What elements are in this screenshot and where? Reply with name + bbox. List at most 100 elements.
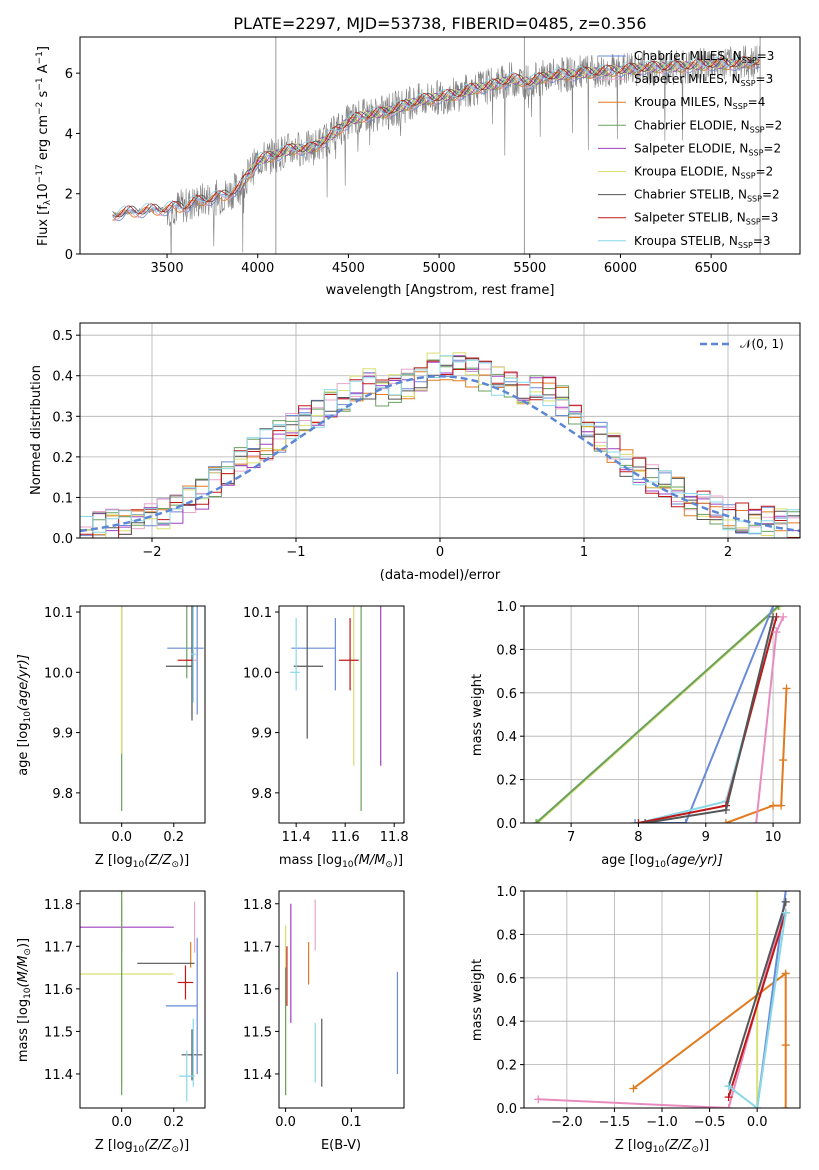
y-tick-label: 0.6 [496,687,517,702]
y-tick-label: 9.8 [52,787,73,802]
mass-weight-marker-kroupa_elodie [775,606,784,610]
mass-weight-marker-kroupa_miles [779,756,788,765]
z-mass-ylabel: mass [log10(M/M⊙)] [16,938,33,1062]
model-line-chabrier_stelib [112,56,760,218]
ebv-mass-axes-frame [278,890,405,1109]
y-tick-label: 10.0 [243,666,272,681]
ebv-mass-panel: 0.0 0.1 11.4 11.5 11.6 11.7 11.8 E(B-V) [243,890,405,1153]
legend-label-salpeter_stelib: Salpeter STELIB, NSSP=3 [634,211,778,227]
mass-weight-marker-kroupa_miles [782,684,791,693]
mass-weight-line-kroupa_miles [632,971,787,1108]
mass-weight-marker-kroupa_miles [777,801,786,810]
y-tick-label: 1.0 [496,600,517,615]
x-tick-label: 5500 [513,261,546,276]
y-tick-label: 0.8 [496,643,517,658]
x-tick-label: 0.1 [341,1115,362,1130]
z-massweight-ylabel: mass weight [470,959,485,1041]
x-tick-label: −1.5 [599,1115,631,1130]
model-line-salpeter_miles [112,59,761,222]
y-tick-label: 0.0 [496,1102,517,1117]
mass-weight-marker-salpeter_stelib [724,1093,733,1102]
x-tick-label: −2 [142,545,161,560]
x-tick-label: 0.2 [163,830,184,845]
model-line-chabrier_elodie [239,57,760,190]
y-tick-label: 0.4 [496,730,517,745]
ebv-mass-xlabel: E(B-V) [321,1138,361,1153]
x-tick-label: 2 [724,545,732,560]
mass-weight-marker-chabrier_elodie [532,819,541,823]
legend-label-chabrier_stelib: Chabrier STELIB, NSSP=2 [634,188,780,204]
mass-weight-marker-salpeter_stelib [634,819,643,823]
x-tick-label: 0.0 [111,1115,132,1130]
mass-weight-line-chabrier_miles [635,606,775,823]
mass-weight-line-chabrier_stelib [727,901,787,1087]
y-tick-label: 9.8 [251,787,272,802]
x-tick-label: 11.6 [331,830,360,845]
z-mass-panel: 0.0 0.2 11.4 11.5 11.6 11.7 11.8 Z [log10(Z/Z⊙… [16,890,206,1155]
x-tick-label: 5000 [423,261,456,276]
spectrum-axes-frame [79,36,801,255]
y-tick-label: 0.5 [52,329,73,344]
mass-weight-marker-mw_pink [779,612,788,621]
x-tick-label: 7 [567,830,575,845]
y-tick-label: 10.1 [243,606,272,621]
mass-weight-line-salpeter_stelib [727,912,787,1098]
age-massweight-ylabel: mass weight [470,674,485,756]
x-tick-label: 0.0 [111,830,132,845]
y-tick-label: 0.6 [496,972,517,987]
y-tick-label: 4 [65,127,73,142]
mass-weight-line-mw_pink [538,901,787,1108]
y-tick-label: 10.1 [44,606,73,621]
y-tick-label: 0.0 [52,532,73,547]
mass-weight-marker-kroupa_miles [629,1084,638,1093]
x-tick-label: 8 [634,830,642,845]
y-tick-label: 2 [65,188,73,203]
z-age-xlabel: Z [log10(Z/Z⊙)] [95,853,189,870]
x-tick-label: 0.0 [747,1115,768,1130]
y-tick-label: 11.5 [44,1025,73,1040]
spectrum-legend: Chabrier MILES, NSSP=3 Salpeter MILES, NS… [598,49,782,250]
residuals-panel: −2 −1 0 1 2 0.0 0.1 0.2 0.3 0.4 0.5 (data-model)/e… [29,322,801,583]
y-tick-label: 11.6 [243,983,272,998]
y-tick-label: 0.2 [52,451,73,466]
y-tick-label: 11.5 [243,1025,272,1040]
mass-weight-marker-kroupa_elodie [753,891,762,895]
y-tick-label: 0.3 [52,410,73,425]
observed-spectrum-line [112,45,761,254]
y-tick-label: 11.8 [44,898,73,913]
y-tick-label: 6 [65,67,73,82]
gauss-legend-label: 𝒩(0, 1) [740,337,784,351]
mass-weight-marker-chabrier_elodie [774,606,783,610]
model-line-kroupa_stelib [112,55,761,218]
residuals-ylabel: Normed distribution [29,365,44,495]
z-age-panel: 0.0 0.2 9.8 9.9 10.0 10.1 Z [log10(Z/Z⊙)] age… [16,605,206,870]
residuals-xlabel: (data-model)/error [380,568,501,583]
mass-weight-marker-kroupa_miles [769,801,778,810]
spectrum-title: PLATE=2297, MJD=53738, FIBERID=0485, z=0… [233,14,646,33]
x-tick-label: 9 [702,830,710,845]
y-tick-label: 0 [65,248,73,263]
y-tick-label: 0.2 [496,774,517,789]
legend-label-chabrier_miles: Chabrier MILES, NSSP=3 [634,49,774,65]
y-tick-label: 10.0 [44,666,73,681]
legend-label-kroupa_elodie: Kroupa ELODIE, NSSP=2 [634,165,773,181]
x-tick-label: 11.8 [380,830,409,845]
mass-age-panel: 11.4 11.6 11.8 9.8 9.9 10.0 10.1 mass [log10(M… [243,605,409,870]
mass-weight-marker-chabrier_miles [781,891,790,895]
mass-weight-line-chabrier_elodie [535,606,780,823]
mass-weight-marker-kroupa_miles [781,1041,790,1050]
x-tick-label: −1.0 [646,1115,678,1130]
mass-weight-marker-chabrier_stelib [769,612,778,621]
age-massweight-panel: 7 8 9 10 0.0 0.2 0.4 0.6 0.8 1.0 age [log10(age/y… [470,600,801,870]
mass-weight-marker-kroupa_miles [781,969,790,978]
x-tick-label: −1 [286,545,305,560]
mass-weight-marker-kroupa_stelib [781,908,790,917]
legend-label-salpeter_miles: Salpeter MILES, NSSP=3 [634,72,773,88]
z-massweight-panel: −2.0 −1.5 −1.0 −0.5 0.0 0.0 0.2 0.4 0.6 0.8 1.0 Z … [470,885,801,1155]
legend-label-salpeter_elodie: Salpeter ELODIE, NSSP=2 [634,141,781,157]
x-tick-label: 0.2 [163,1115,184,1130]
y-tick-label: 0.4 [52,370,73,385]
x-tick-label: 3500 [151,261,184,276]
x-tick-label: 4500 [332,261,365,276]
